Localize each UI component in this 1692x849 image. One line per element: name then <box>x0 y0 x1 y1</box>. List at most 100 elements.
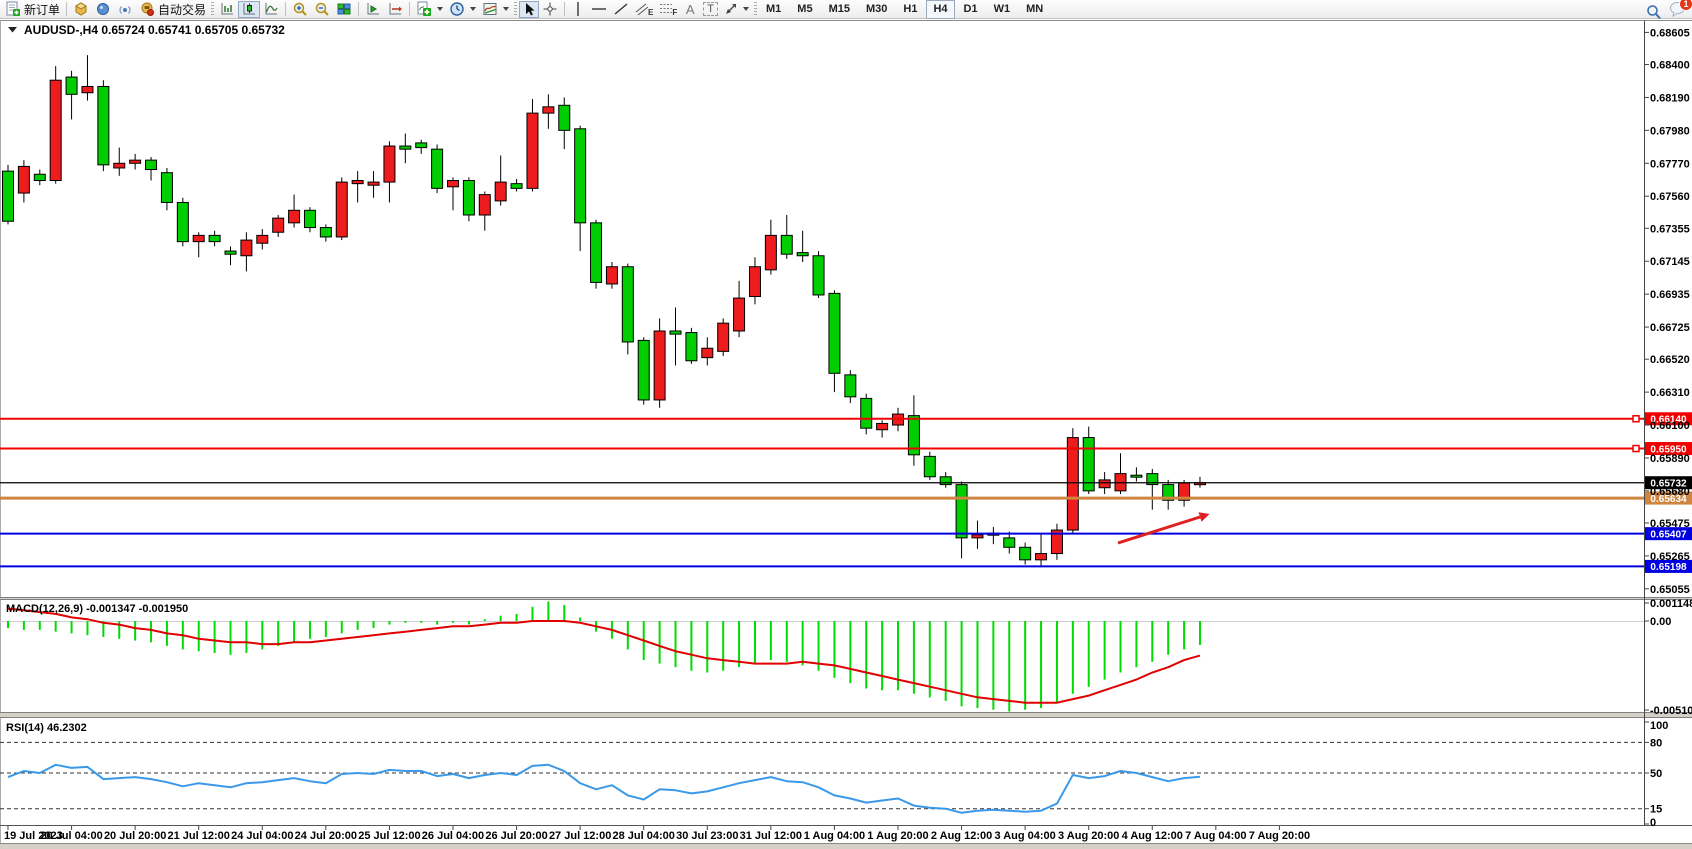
time-tick-label: 1 Aug 20:00 <box>867 830 928 842</box>
candlestick-chart-icon <box>243 3 256 15</box>
candle-up <box>764 234 777 271</box>
text-tool-glyph: A <box>685 1 695 17</box>
timeframe-h1[interactable]: H1 <box>903 3 918 15</box>
price-tick-label: 0.67980 <box>1650 125 1690 137</box>
price-tick-label: 0.65055 <box>1650 584 1690 596</box>
zoom-out-button[interactable] <box>311 1 333 18</box>
timeframe-d1[interactable]: D1 <box>963 3 978 15</box>
candle-up <box>129 159 142 164</box>
crosshair-button[interactable] <box>539 1 561 18</box>
templates-dropdown-caret[interactable] <box>503 7 510 11</box>
macd-axis-label: -0.005104 <box>1650 705 1692 717</box>
timeframe-m15[interactable]: M15 <box>828 3 850 15</box>
time-tick-label: 31 Jul 12:00 <box>740 830 802 842</box>
candles-layer <box>2 55 1206 567</box>
candlestick-chart-button[interactable] <box>238 0 261 18</box>
candle-up <box>733 297 746 332</box>
notification-badge: 1 <box>1679 0 1692 11</box>
time-tick-label: 1 Aug 04:00 <box>804 830 865 842</box>
indicators-dropdown-caret[interactable] <box>437 7 444 11</box>
time-tick-label: 25 Jul 12:00 <box>358 830 420 842</box>
annotation-arrow-layer[interactable] <box>1117 512 1210 545</box>
candle-down <box>224 250 237 255</box>
vertical-line-icon <box>577 2 579 16</box>
trend-arrow-head <box>1198 512 1210 522</box>
signal-button[interactable] <box>114 1 136 18</box>
templates-button[interactable] <box>479 1 512 18</box>
equidistant-channel-button[interactable]: E <box>632 1 656 18</box>
data-window-button[interactable] <box>92 1 114 18</box>
candle-up <box>367 181 380 186</box>
candle-down <box>558 104 571 131</box>
horizontal-line-button[interactable] <box>588 1 610 18</box>
symbol-dropdown-icon[interactable] <box>8 27 17 33</box>
time-tick-label: 20 Jul 04:00 <box>40 830 102 842</box>
price-label-box <box>1645 412 1692 426</box>
horizontal-lines-layer[interactable]: 0.66140 0.65950 0.65634 0.65407 0.65198 0.657… <box>0 412 1692 573</box>
arrows-tool-button[interactable] <box>721 1 752 18</box>
price-tick-label: 0.65680 <box>1650 486 1690 498</box>
macd-signal-line <box>7 607 1201 704</box>
chart-canvas[interactable]: 0.66140 0.65950 0.65634 0.65407 0.65198 0.657… <box>0 19 1692 849</box>
line-chart-icon <box>265 3 278 15</box>
zoom-in-button[interactable] <box>289 1 311 18</box>
text-label-button[interactable]: T <box>700 1 721 18</box>
candle-down <box>303 209 316 229</box>
candle-up <box>478 194 491 216</box>
trendline-button[interactable] <box>610 1 632 18</box>
cursor-icon <box>526 2 535 15</box>
price-axis-layer[interactable]: 0.68605 0.68400 0.68190 0.67980 0.67770 0.675… <box>1644 27 1692 829</box>
arrows-dropdown-caret[interactable] <box>743 7 749 11</box>
auto-scroll-icon <box>389 3 403 15</box>
price-tick-label: 0.68400 <box>1650 60 1690 72</box>
new-order-button[interactable]: 新订单 <box>2 1 63 18</box>
template-icon <box>483 3 497 15</box>
auto-scroll-button[interactable] <box>384 1 406 18</box>
search-icon[interactable] <box>1646 4 1661 20</box>
indicators-button[interactable] <box>413 1 446 18</box>
timeframe-h4[interactable]: H4 <box>926 0 955 19</box>
timeframe-mn[interactable]: MN <box>1026 3 1044 15</box>
tile-windows-icon <box>337 3 351 15</box>
periods-button[interactable] <box>446 1 479 18</box>
timeframe-m5[interactable]: M5 <box>797 3 813 15</box>
candle-up <box>256 234 269 244</box>
time-tick-label: 28 Jul 04:00 <box>613 830 675 842</box>
price-tick-label: 0.65475 <box>1650 518 1690 530</box>
time-tick-label: 2 Aug 12:00 <box>931 830 992 842</box>
periods-dropdown-caret[interactable] <box>470 7 477 11</box>
candle-down <box>1082 437 1095 492</box>
candle-up <box>653 330 666 401</box>
candle-up <box>494 181 507 202</box>
timeframe-m1[interactable]: M1 <box>766 3 782 15</box>
rsi-axis-label: 15 <box>1650 804 1662 816</box>
text-button[interactable]: A <box>680 1 700 18</box>
timeframe-w1[interactable]: W1 <box>993 3 1011 15</box>
price-label-text: 0.65634 <box>1650 494 1687 505</box>
candle-up <box>1035 553 1048 561</box>
fibonacci-button[interactable]: F <box>656 1 680 18</box>
toolbar-grip <box>754 2 757 16</box>
candle-down <box>844 374 857 398</box>
rsi-layer <box>0 741 1644 814</box>
timeframe-m30[interactable]: M30 <box>865 3 888 15</box>
signal-icon <box>119 6 131 14</box>
candle-down <box>462 180 475 216</box>
line-chart-button[interactable] <box>260 1 282 18</box>
market-watch-button[interactable] <box>70 1 92 18</box>
candle-up <box>748 266 761 298</box>
time-tick-label: 21 Jul 12:00 <box>168 830 230 842</box>
chart-shift-button[interactable] <box>362 1 384 18</box>
tile-windows-button[interactable] <box>333 1 355 18</box>
cursor-button[interactable] <box>519 0 540 18</box>
price-tick-label: 0.65890 <box>1650 453 1690 465</box>
candle-down <box>685 332 698 362</box>
bar-chart-button[interactable] <box>216 1 238 18</box>
vertical-line-button[interactable] <box>568 1 588 18</box>
candle-up <box>383 145 396 183</box>
notifications-button[interactable]: 1 <box>1669 0 1692 22</box>
autotrading-button[interactable]: 自动交易 <box>136 1 209 18</box>
autotrading-label: 自动交易 <box>158 2 207 17</box>
candle-down <box>431 148 444 189</box>
